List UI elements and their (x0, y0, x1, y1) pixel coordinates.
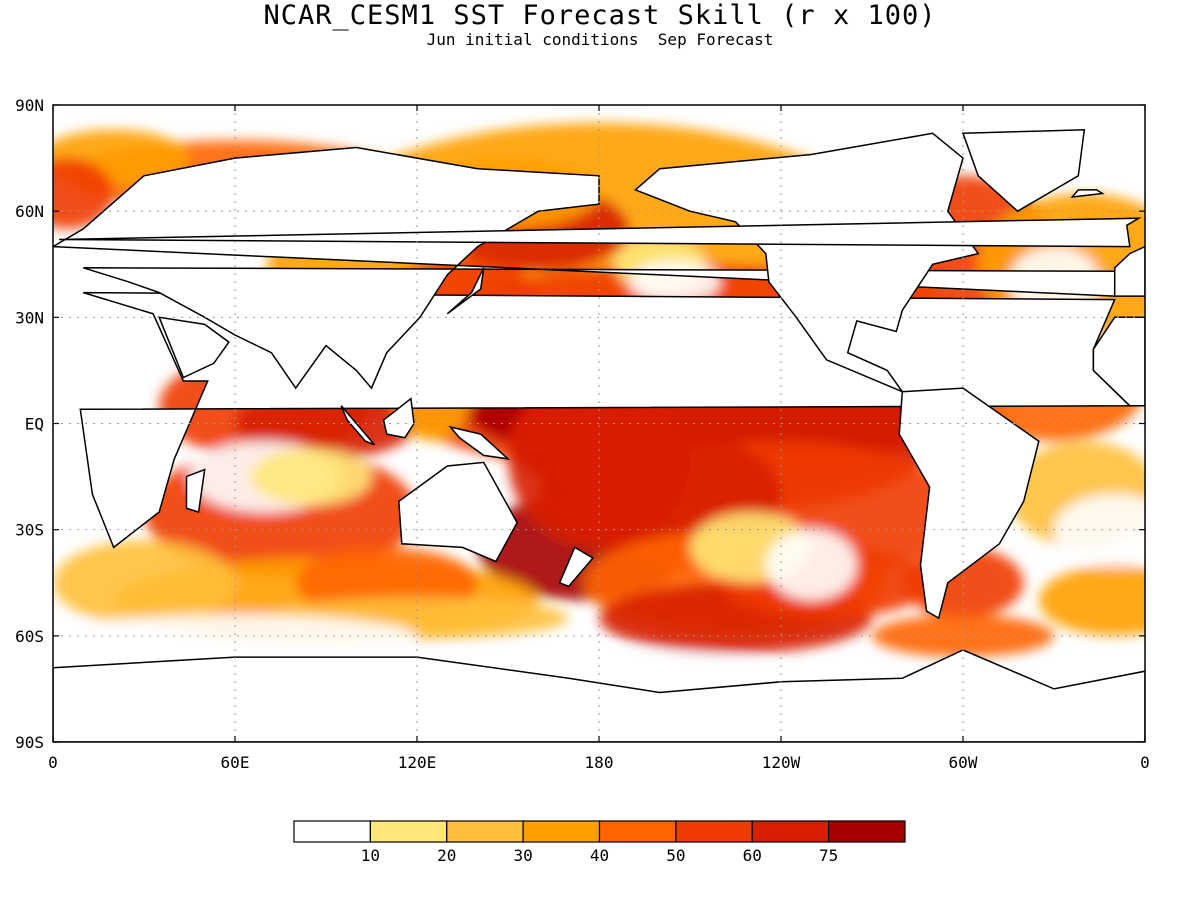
latitude-tick-label: 60S (15, 627, 44, 646)
longitude-tick-label: 180 (585, 753, 614, 772)
latitude-tick-label: 30N (15, 308, 44, 327)
land-polygon (1070, 189, 1105, 198)
colorbar-label: 10 (361, 846, 380, 865)
colorbar-swatch (828, 820, 906, 843)
land-polygon (446, 267, 485, 315)
land-polygon (158, 316, 230, 379)
colorbar-label: 75 (819, 846, 838, 865)
skill-field (53, 105, 1145, 742)
land-polygon (185, 468, 206, 513)
longitude-tick-label: 120W (762, 753, 801, 772)
land-polygon (898, 387, 1040, 620)
latitude-tick-label: 90S (15, 733, 44, 752)
latitude-tick-label: 90N (15, 96, 44, 115)
land-polygon (448, 425, 511, 460)
land-polygon (961, 129, 1086, 213)
colorbar-swatch (675, 820, 753, 843)
colorbar-label: 50 (666, 846, 685, 865)
colorbar-swatch (598, 820, 677, 843)
colorbar-label: 30 (513, 846, 532, 865)
colorbar-label: 20 (437, 846, 456, 865)
colorbar-swatch (446, 820, 524, 843)
land-polygon (558, 546, 595, 588)
longitude-tick-label: 0 (48, 753, 58, 772)
land-polygon (59, 217, 1142, 248)
colorbar-swatch (751, 820, 830, 843)
longitude-axis: 0 60E 120E 180 120W 60W 0 (48, 753, 1150, 772)
longitude-tick-label: 120E (398, 753, 437, 772)
land-polygon (382, 397, 415, 439)
map-title: NCAR_CESM1 SST Forecast Skill (r x 100) (263, 0, 937, 31)
latitude-axis: 90N 60N 30N EQ 30S 60S 90S (15, 96, 44, 752)
map-subtitle: Jun initial conditions Sep Forecast (426, 30, 774, 49)
land-polygon (340, 405, 376, 446)
grid-lines (53, 105, 1145, 742)
land-polygon (398, 461, 518, 563)
colorbar-swatch (522, 820, 601, 843)
land-polygon (1092, 316, 1145, 407)
longitude-tick-label: 60E (221, 753, 250, 772)
latitude-tick-label: 60N (15, 202, 44, 221)
colorbar-swatch (293, 820, 371, 843)
land-polygon (1113, 245, 1145, 297)
colorbar-label: 40 (590, 846, 609, 865)
colorbar: 10 20 30 40 50 60 75 (293, 820, 906, 865)
latitude-tick-label: 30S (15, 521, 44, 540)
colorbar-swatch (369, 820, 448, 843)
land-masses (53, 129, 1145, 742)
land-polygon (53, 146, 1132, 390)
colorbar-label: 60 (743, 846, 762, 865)
latitude-tick-label: EQ (25, 415, 44, 434)
longitude-tick-label: 60W (949, 753, 978, 772)
axis-ticks (52, 104, 1146, 743)
longitude-tick-label: 0 (1140, 753, 1150, 772)
land-polygon (633, 132, 980, 394)
